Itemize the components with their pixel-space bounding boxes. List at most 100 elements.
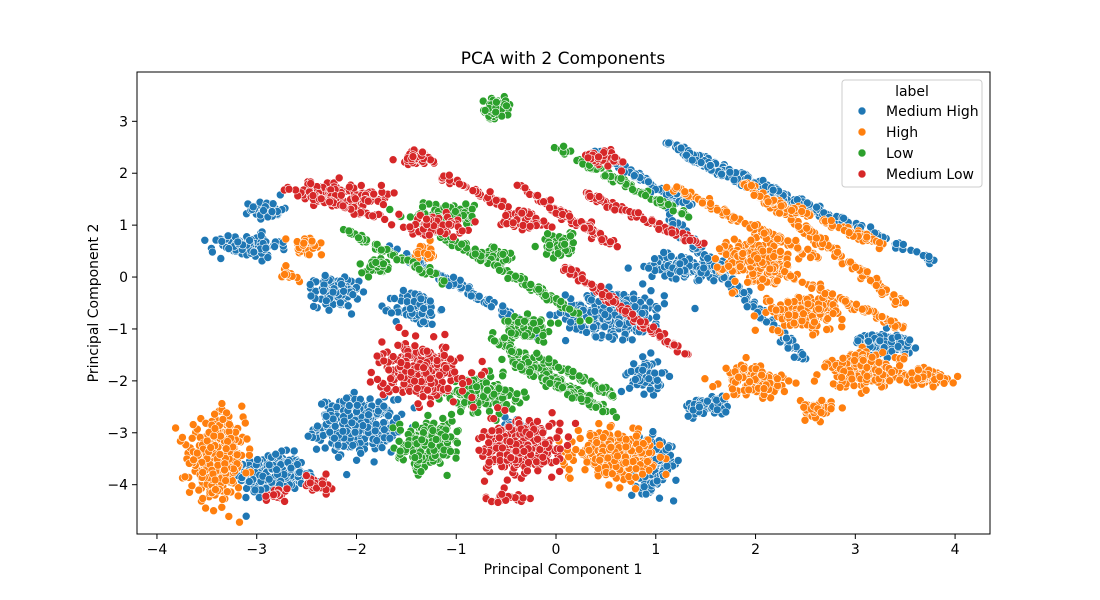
data-point [675, 259, 685, 269]
data-point [899, 354, 909, 364]
data-point [742, 302, 752, 312]
data-point [641, 489, 651, 499]
data-point [839, 214, 848, 223]
data-point [812, 202, 821, 212]
data-point [816, 408, 826, 417]
data-point [384, 411, 393, 421]
data-point [671, 475, 681, 485]
data-point [241, 468, 251, 478]
data-point [452, 427, 462, 436]
data-point [708, 382, 718, 391]
data-point [784, 376, 794, 386]
data-point [750, 221, 760, 230]
data-point [377, 443, 387, 452]
data-point [629, 171, 639, 180]
data-point [417, 435, 427, 445]
data-point [387, 308, 396, 318]
data-point [847, 374, 857, 384]
data-point [582, 328, 591, 337]
data-point [652, 312, 661, 322]
data-point [218, 495, 227, 504]
data-point [178, 433, 187, 442]
data-point [502, 101, 511, 111]
data-point [911, 343, 920, 353]
data-point [498, 301, 508, 311]
data-point [390, 294, 399, 303]
data-point [621, 435, 631, 444]
data-point [474, 291, 484, 301]
data-point [201, 503, 210, 513]
data-point [582, 457, 592, 467]
data-point [638, 279, 648, 289]
data-point [427, 319, 437, 329]
data-point [744, 385, 754, 395]
data-point [862, 267, 872, 277]
data-point [759, 228, 769, 238]
data-point [729, 234, 739, 244]
data-point [263, 253, 273, 262]
data-point [706, 199, 715, 208]
data-point [725, 167, 735, 177]
data-point [700, 374, 710, 384]
data-point [948, 378, 958, 388]
data-point [446, 447, 455, 456]
data-point [810, 376, 819, 386]
data-point [802, 223, 812, 233]
data-point [765, 264, 775, 274]
chart-title: PCA with 2 Components [461, 49, 666, 69]
data-point [783, 236, 793, 246]
data-point [712, 395, 721, 405]
data-point [192, 448, 202, 458]
data-point [606, 442, 616, 452]
data-point [320, 271, 330, 280]
data-point [664, 443, 673, 452]
data-point [319, 286, 328, 296]
data-point [928, 382, 938, 392]
data-point [372, 436, 382, 445]
data-point [216, 254, 226, 263]
data-point [862, 363, 872, 372]
data-point [242, 434, 252, 444]
data-point [261, 243, 271, 253]
data-point [886, 316, 896, 326]
data-point [747, 181, 756, 190]
data-point [333, 440, 343, 450]
data-point [264, 474, 274, 484]
data-point [648, 427, 658, 436]
data-point [393, 395, 403, 404]
data-point [348, 440, 358, 450]
data-point [709, 276, 719, 286]
data-point [411, 420, 420, 430]
data-point [480, 106, 490, 115]
data-point [721, 392, 731, 401]
data-point [545, 310, 555, 320]
data-point [763, 197, 773, 207]
data-point [603, 453, 613, 463]
data-point [851, 262, 860, 272]
data-point [431, 435, 441, 444]
data-point [729, 175, 739, 185]
data-point [595, 455, 605, 465]
data-point [631, 375, 640, 384]
data-point [661, 470, 671, 479]
data-point [245, 450, 254, 460]
data-point [875, 238, 884, 247]
data-point [334, 452, 343, 462]
data-point [893, 342, 903, 351]
data-point [330, 421, 340, 431]
data-point [325, 427, 335, 437]
data-point [416, 467, 426, 476]
data-point [342, 470, 352, 479]
data-point [634, 445, 644, 454]
data-point [712, 262, 722, 272]
data-point [217, 502, 227, 512]
data-point [187, 481, 197, 491]
data-point [580, 465, 590, 475]
data-point [324, 305, 334, 315]
data-point [750, 325, 760, 335]
data-point [671, 274, 681, 284]
data-point [800, 415, 810, 425]
data-point [270, 242, 279, 251]
data-point [419, 317, 428, 327]
data-point [281, 261, 291, 271]
